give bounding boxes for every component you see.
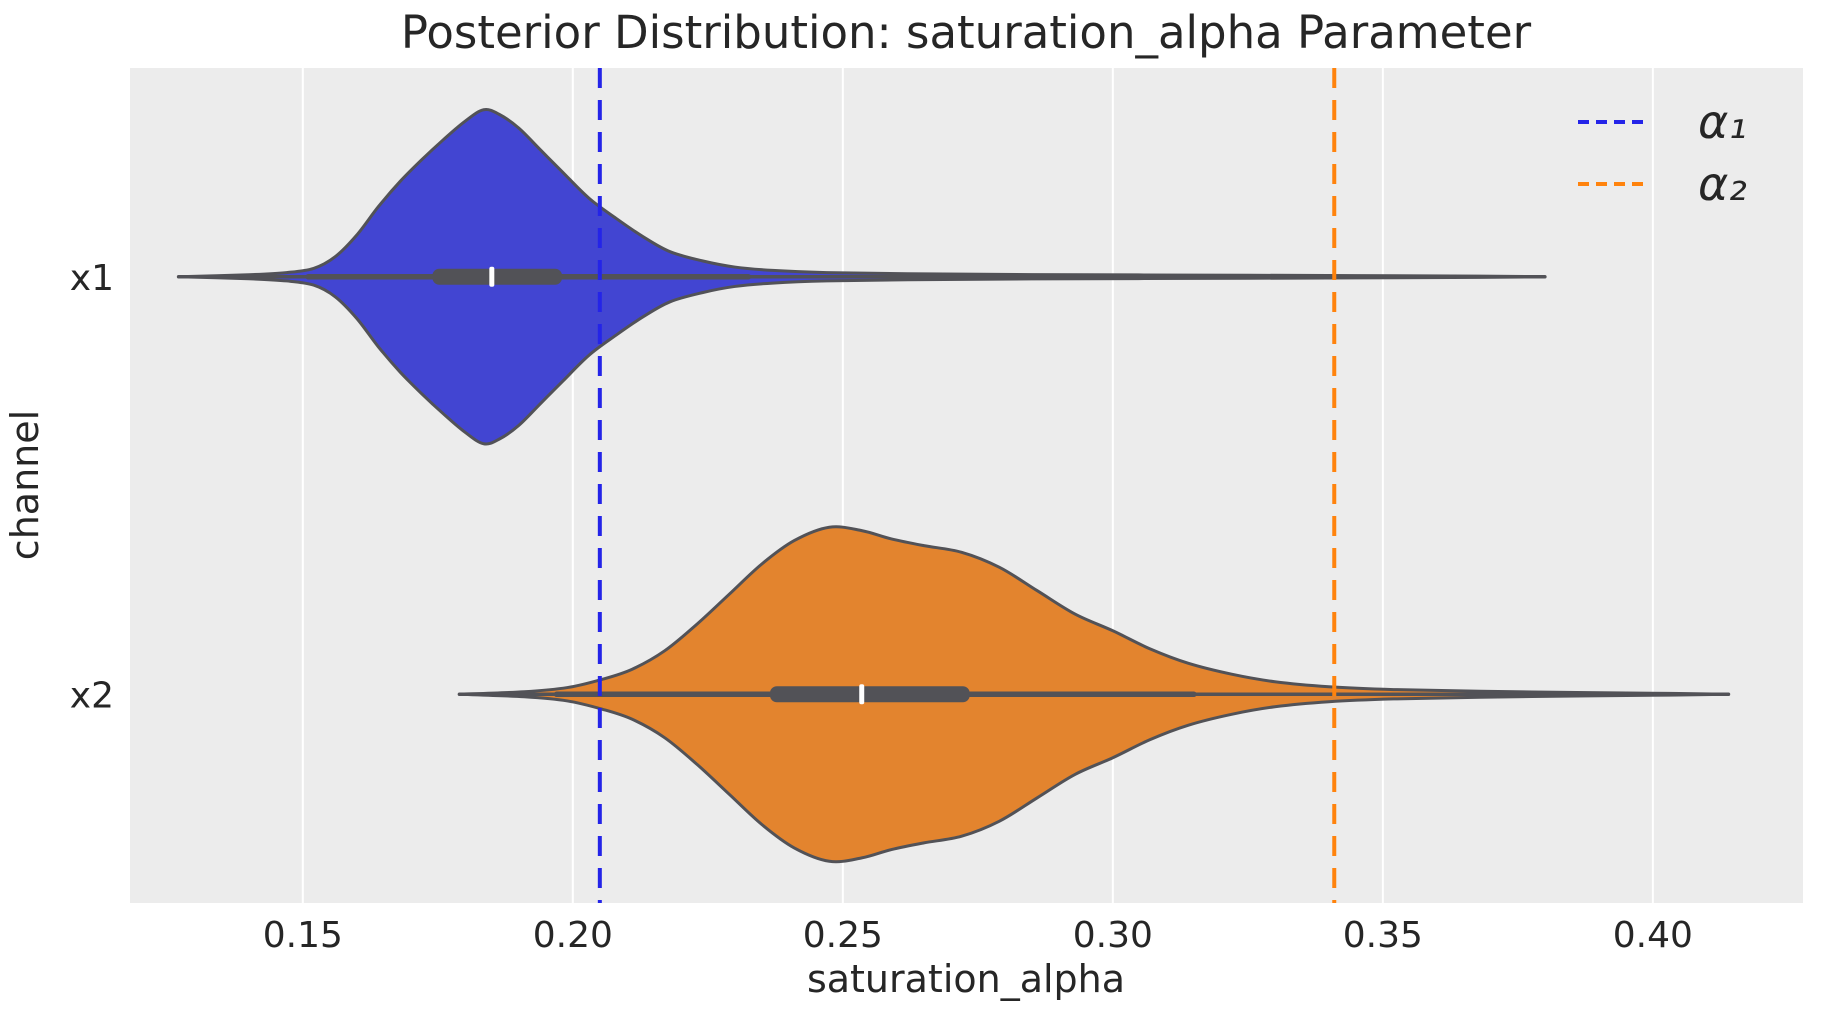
x-axis-label: saturation_alpha (807, 957, 1125, 1001)
x-tick-label-0.20: 0.20 (533, 915, 613, 956)
x-tick-label-0.30: 0.30 (1073, 915, 1153, 956)
violin-x1-box (432, 268, 563, 285)
y-axis-label: channel (3, 410, 47, 560)
violin-x2-median-tick (859, 684, 865, 705)
chart-title: Posterior Distribution: saturation_alpha… (401, 6, 1532, 59)
x-tick-label-0.25: 0.25 (803, 915, 883, 956)
legend-label-alpha-1: α₁ (1698, 95, 1747, 149)
x-tick-label-0.15: 0.15 (263, 915, 343, 956)
violin-x2-box (769, 686, 970, 703)
x-tick-label-0.40: 0.40 (1613, 915, 1693, 956)
plot-generated-layer: α₁ α₂ 0.15 0.20 0.25 0.30 0.35 0.40 x1 x2 (70, 68, 1803, 956)
violin-x1-median-tick (489, 266, 495, 287)
legend-label-alpha-2: α₂ (1698, 157, 1747, 211)
x-tick-label-0.35: 0.35 (1343, 915, 1423, 956)
y-tick-label-x1: x1 (70, 258, 114, 299)
y-tick-label-x2: x2 (70, 675, 114, 716)
